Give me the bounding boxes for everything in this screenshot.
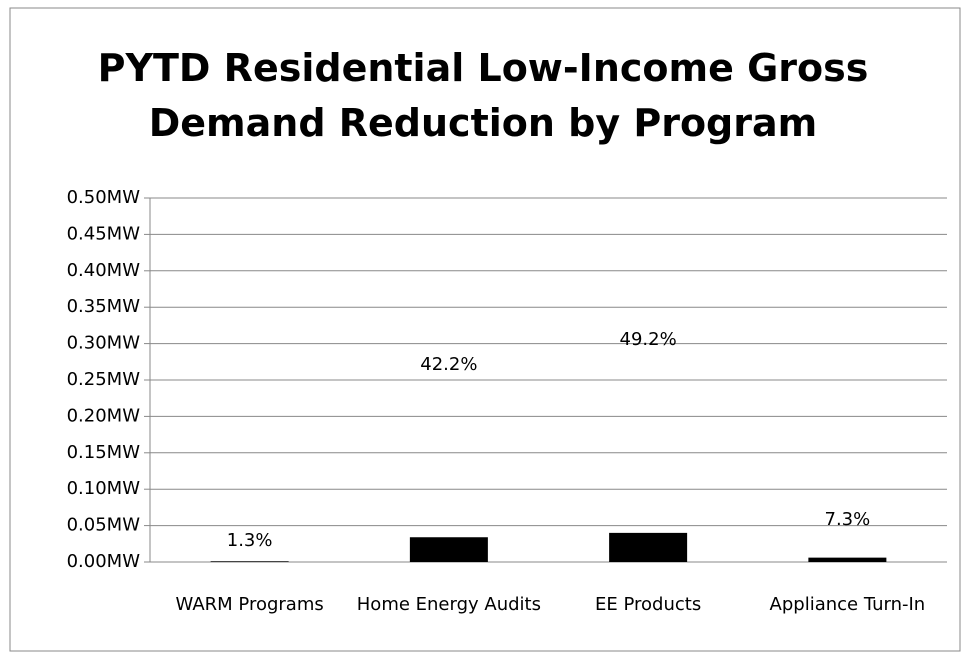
x-tick-label: WARM Programs xyxy=(176,594,324,615)
data-label: 42.2% xyxy=(420,354,477,375)
y-tick-label: 0.30MW xyxy=(67,333,141,354)
data-label: 7.3% xyxy=(825,509,871,530)
x-tick-label: Appliance Turn-In xyxy=(770,594,926,615)
data-label: 1.3% xyxy=(227,530,273,551)
bar xyxy=(609,532,688,562)
data-label: 49.2% xyxy=(620,329,677,350)
x-tick-label: EE Products xyxy=(595,594,701,615)
bar xyxy=(210,561,289,562)
y-tick-label: 0.05MW xyxy=(67,515,141,536)
y-tick-label: 0.45MW xyxy=(67,223,141,244)
y-tick-label: 0.35MW xyxy=(67,296,141,317)
y-tick-label: 0.20MW xyxy=(67,405,141,426)
y-tick-label: 0.00MW xyxy=(67,551,141,572)
y-tick-label: 0.10MW xyxy=(67,478,141,499)
y-tick-label: 0.15MW xyxy=(67,442,141,463)
y-tick-label: 0.40MW xyxy=(67,260,141,281)
bar xyxy=(409,537,488,562)
y-tick-label: 0.50MW xyxy=(67,187,141,208)
chart-title: PYTD Residential Low-Income Gross Demand … xyxy=(98,46,869,145)
bar xyxy=(808,557,887,562)
x-tick-label: Home Energy Audits xyxy=(357,594,541,615)
y-tick-label: 0.25MW xyxy=(67,369,141,390)
